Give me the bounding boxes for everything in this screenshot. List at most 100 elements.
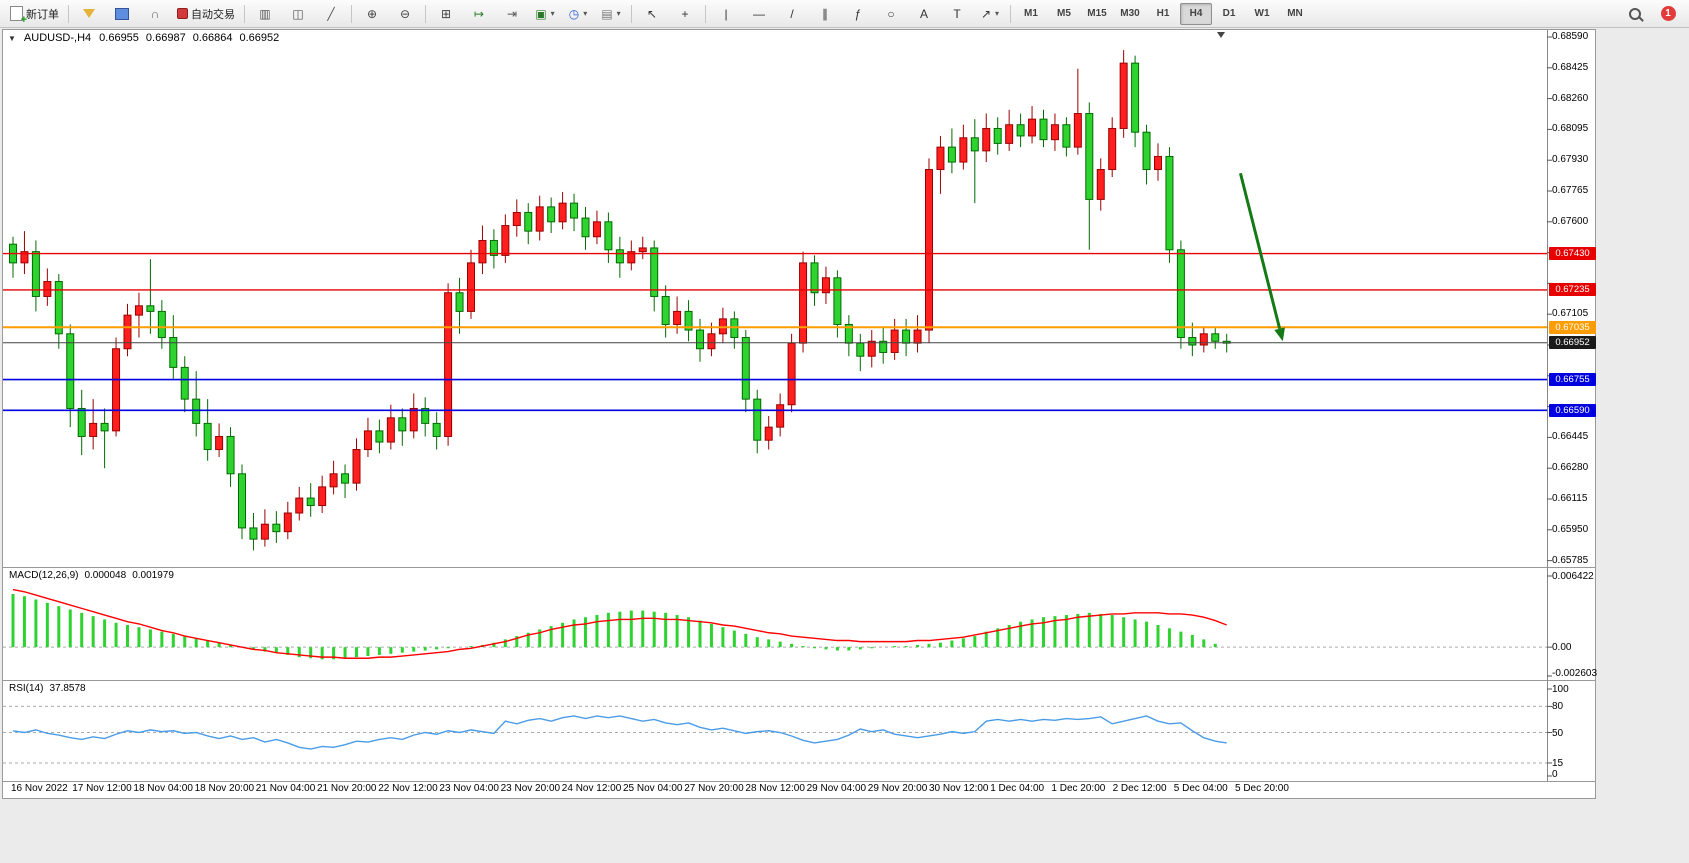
tf-m30[interactable]: M30 (1120, 8, 1140, 19)
tf-m5[interactable]: M5 (1057, 8, 1071, 19)
candlestick-chart-button[interactable]: ◫ (282, 2, 314, 26)
rsi-value: 37.8578 (49, 683, 86, 694)
line-chart-button[interactable]: ╱ (315, 2, 347, 26)
bar-chart-icon: ▥ (259, 6, 271, 21)
trendline-button[interactable]: / (776, 2, 808, 26)
cursor-button[interactable]: ↖ (636, 2, 668, 26)
price-level-badge: 0.66590 (1549, 403, 1596, 417)
horizontal-line-button[interactable]: — (743, 2, 775, 26)
time-axis-label: 17 Nov 12:00 (72, 783, 132, 794)
price-axis-label: 0.67600 (1552, 215, 1589, 227)
new-chart-button[interactable]: ▣ ▾ (529, 2, 561, 26)
price-axis-label: 0.66280 (1552, 462, 1589, 474)
auto-scroll-button[interactable]: ↦ (463, 2, 495, 26)
chevron-down-icon: ▾ (995, 9, 1000, 18)
chart-window[interactable]: ▼ AUDUSD-,H4 0.66955 0.66987 0.66864 0.6… (2, 29, 1597, 799)
macd-histogram (11, 593, 1217, 660)
tile-windows-button[interactable]: ⊞ (430, 2, 462, 26)
rsi-axis-label: 100 (1552, 684, 1569, 695)
symbol-title: AUDUSD-,H4 (23, 32, 92, 44)
tile-windows-icon: ⊞ (440, 6, 452, 21)
time-axis-label: 28 Nov 12:00 (745, 783, 805, 794)
zoom-in-icon: ⊕ (366, 6, 378, 21)
new-chart-icon: ▣ (535, 6, 547, 21)
vertical-line-icon: | (724, 6, 728, 21)
fibonacci-button[interactable]: ƒ (842, 2, 874, 26)
tf-d1[interactable]: D1 (1222, 8, 1236, 19)
periods-button[interactable]: ◷ ▾ (562, 2, 594, 26)
rsi-axis-label: 0 (1552, 769, 1558, 780)
channel-icon: ∥ (822, 6, 828, 21)
price-axis-label: 0.68095 (1552, 123, 1589, 135)
charts-panel-button[interactable] (106, 2, 138, 26)
price-axis-label: 0.68260 (1552, 92, 1589, 104)
new-order-icon (10, 6, 27, 26)
chart-shift-button[interactable]: ⇥ (496, 2, 528, 26)
text-icon: A (919, 6, 928, 21)
rsi-name: RSI(14) (9, 683, 44, 694)
text-label-icon: T (953, 6, 961, 21)
text-label-button[interactable]: T (941, 2, 973, 26)
chart-shift-marker[interactable] (1217, 32, 1225, 38)
price-axis-label: 0.65785 (1552, 554, 1589, 566)
time-axis-label: 1 Dec 20:00 (1051, 783, 1106, 794)
price-axis-label: 0.67765 (1552, 185, 1589, 196)
toolbar-separator (351, 4, 352, 23)
zoom-out-button[interactable]: ⊖ (389, 2, 421, 26)
rsi-axis-label: 80 (1552, 701, 1564, 713)
time-axis-label: 18 Nov 20:00 (194, 783, 255, 794)
high-value: 0.66987 (145, 32, 186, 44)
search-icon (1629, 7, 1641, 20)
vertical-line-button[interactable]: | (710, 2, 742, 26)
clock-icon: ◷ (568, 6, 580, 21)
shapes-button[interactable]: ○ (875, 2, 907, 26)
autotrading-button[interactable]: 自动交易 (172, 2, 240, 26)
channel-button[interactable]: ∥ (809, 2, 841, 26)
time-axis-label: 18 Nov 04:00 (133, 783, 193, 794)
text-button[interactable]: A (908, 2, 940, 26)
time-axis-label: 16 Nov 2022 (11, 783, 68, 794)
price-axis-label: 0.67105 (1552, 308, 1589, 320)
chevron-down-icon: ▾ (583, 9, 588, 18)
time-axis[interactable]: 16 Nov 2022 17 Nov 12:00 18 Nov 04:00 18 No… (3, 781, 1548, 798)
tf-h1[interactable]: H1 (1156, 8, 1170, 19)
candles-layer[interactable] (9, 50, 1231, 551)
trend-arrow-object[interactable] (1238, 172, 1285, 342)
rsi-axis-label: 50 (1552, 727, 1564, 739)
sounds-button[interactable]: ∩ (139, 2, 171, 26)
price-axis-label: 0.66445 (1552, 431, 1589, 443)
close-value: 0.66952 (239, 32, 280, 44)
tf-mn[interactable]: MN (1287, 8, 1303, 19)
new-order-button[interactable]: 新订单 (5, 2, 64, 26)
macd-axis-label: 0.00 (1552, 642, 1572, 654)
crosshair-button[interactable]: + (669, 2, 701, 26)
arrows-button[interactable]: ↗ ▾ (974, 2, 1006, 26)
current-price-badge: 0.66952 (1549, 336, 1596, 350)
tf-m1[interactable]: M1 (1024, 8, 1038, 19)
market-watch-button[interactable] (73, 2, 105, 26)
chart-shift-icon: ⇥ (506, 6, 518, 21)
tf-h4[interactable]: H4 (1180, 2, 1212, 25)
funnel-icon (83, 9, 95, 18)
price-level-badge: 0.67235 (1549, 283, 1596, 297)
time-axis-label: 5 Dec 04:00 (1173, 783, 1228, 794)
candlestick-icon: ◫ (292, 6, 304, 21)
horizontal-line-icon: — (753, 6, 765, 21)
price-axis[interactable]: 0.68590 0.68425 0.68260 0.68095 0.67930 0.677… (1548, 30, 1597, 781)
window-menu-icon[interactable]: ▼ (8, 33, 16, 43)
open-value: 0.66955 (99, 32, 139, 44)
toolbar-separator (631, 4, 632, 23)
ohlc-values: 0.66955 0.66987 0.66864 0.66952 (99, 32, 279, 44)
bar-chart-button[interactable]: ▥ (249, 2, 281, 26)
chart-canvas[interactable] (3, 30, 1595, 798)
zoom-in-button[interactable]: ⊕ (356, 2, 388, 26)
zoom-out-icon: ⊖ (399, 6, 411, 21)
chart-title: ▼ AUDUSD-,H4 0.66955 0.66987 0.66864 0.6… (8, 32, 279, 44)
templates-button[interactable]: ▤ ▾ (595, 2, 627, 26)
time-axis-label: 29 Nov 04:00 (806, 783, 867, 794)
notification-badge[interactable]: 1 (1652, 2, 1684, 26)
tf-w1[interactable]: W1 (1254, 8, 1270, 19)
search-button[interactable] (1619, 2, 1651, 26)
time-axis-label: 22 Nov 12:00 (378, 783, 438, 794)
tf-m15[interactable]: M15 (1087, 8, 1107, 19)
